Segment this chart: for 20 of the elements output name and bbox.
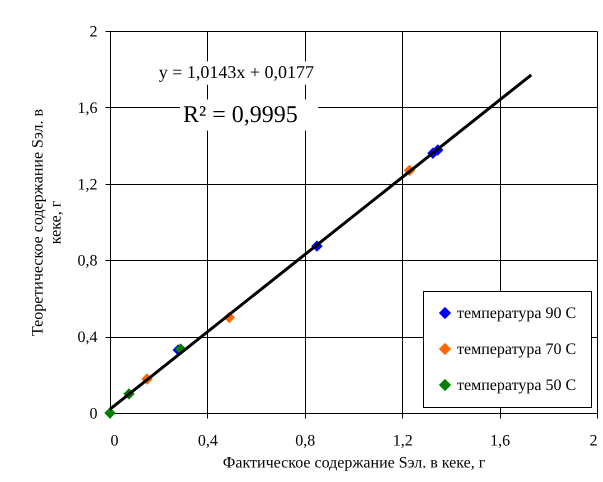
x-axis-title: Фактическое содержание Sэл. в кеке, г <box>222 454 486 472</box>
y-tick-label: 2 <box>90 24 98 40</box>
y-tick-label: 0,8 <box>78 252 98 270</box>
x-tick-label: 1,2 <box>392 432 413 450</box>
y-tick-label: 0 <box>90 406 98 422</box>
x-tick-label: 2 <box>590 432 598 450</box>
x-tick-label: 1,6 <box>490 432 510 450</box>
point <box>104 407 116 419</box>
annotation: R² = 0,9995 <box>183 102 298 128</box>
x-tick-label: 0 <box>110 432 118 450</box>
legend-label: температура 90 С <box>457 305 576 322</box>
legend-label: температура 50 С <box>457 377 576 394</box>
y-tick-label: 0,4 <box>78 329 98 346</box>
x-tick-label: 0,8 <box>295 432 316 450</box>
legend-label: температура 70 С <box>457 341 576 358</box>
y-axis-title: Теоретическое содержание Sэл. в кеке, г <box>30 108 64 336</box>
x-tick-label: 0,4 <box>198 432 218 450</box>
y-tick-label: 1,2 <box>78 176 98 194</box>
y-tick-label: 1,6 <box>78 100 98 117</box>
annotation: y = 1,0143x + 0,0177 <box>158 62 314 82</box>
